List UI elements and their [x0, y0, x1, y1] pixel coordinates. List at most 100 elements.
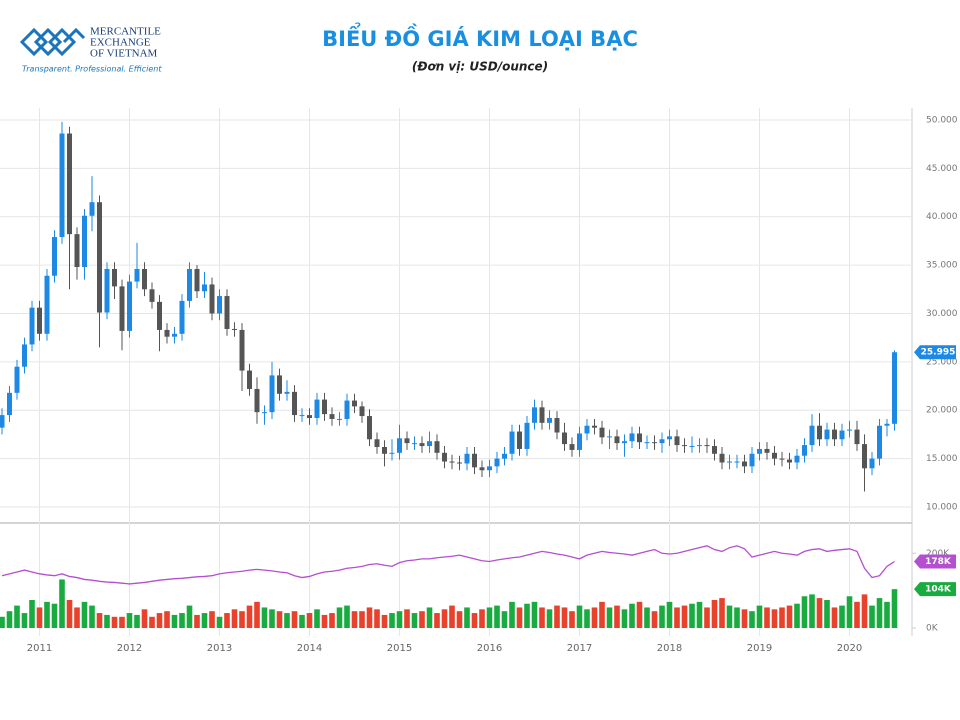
- volume-bar: [591, 607, 598, 628]
- candle-body: [742, 461, 747, 467]
- volume-bar: [156, 613, 163, 628]
- chart-subtitle: (Đơn vị: USD/ounce): [412, 60, 548, 74]
- candle-body: [584, 425, 590, 434]
- volume-bar: [884, 601, 890, 628]
- candle-body: [854, 429, 860, 445]
- volume-bar: [306, 613, 313, 628]
- candle-body: [794, 455, 800, 463]
- candle-body: [727, 461, 732, 463]
- candle-body: [884, 423, 890, 426]
- price-label: 25.995: [921, 348, 956, 358]
- candle-body: [14, 366, 20, 393]
- volume-bar: [209, 611, 215, 628]
- candle-body: [352, 400, 357, 407]
- volume-bar: [374, 609, 380, 628]
- volume-bar: [239, 611, 245, 628]
- candle-body: [487, 466, 492, 471]
- candle-body: [862, 444, 867, 469]
- candle-body: [832, 429, 837, 440]
- volume-bar: [764, 607, 770, 628]
- volume-bar: [576, 605, 583, 628]
- candle-body: [532, 407, 537, 423]
- candle-body: [104, 268, 110, 313]
- volume-bar: [404, 609, 410, 628]
- volume-bar: [321, 614, 328, 628]
- volume-bar: [449, 605, 455, 628]
- volume-bar: [66, 599, 73, 628]
- candle-body: [374, 439, 380, 448]
- volume-bar: [381, 614, 388, 628]
- candle-body: [284, 391, 290, 394]
- volume-bar: [254, 601, 260, 628]
- volume-bar: [524, 603, 530, 628]
- candle-body: [262, 412, 267, 414]
- logo-slogan: Transparent. Professional. Efficient: [22, 65, 162, 74]
- volume-bar: [171, 614, 178, 628]
- candle-body: [164, 329, 170, 337]
- open-interest-badge: [914, 554, 956, 569]
- volume-bar: [531, 601, 538, 628]
- candle-body: [412, 443, 417, 445]
- chart-title: BIỂU ĐỒ GIÁ KIM LOẠI BẠC: [322, 23, 638, 51]
- volume-bar: [344, 605, 350, 628]
- candle-body: [629, 433, 635, 442]
- y-tick-label: 50.000: [926, 115, 958, 125]
- volume-bar: [119, 616, 125, 628]
- volume-bar: [599, 601, 605, 628]
- candle-body: [427, 441, 432, 447]
- y-tick-label: 20.000: [926, 406, 958, 416]
- volume-bar: [621, 609, 628, 628]
- volume-bar: [104, 614, 110, 628]
- volume-bar: [546, 609, 553, 628]
- candle-body: [337, 418, 342, 420]
- volume-bar: [824, 599, 830, 628]
- logo-text: OF VIETNAM: [90, 48, 158, 60]
- candle-body: [644, 442, 650, 444]
- volume-bar: [14, 605, 20, 628]
- candle-body: [314, 399, 320, 418]
- volume-label: 104K: [925, 585, 952, 595]
- candle-body: [239, 329, 245, 371]
- volume-bar: [629, 603, 635, 628]
- candle-body: [434, 441, 440, 453]
- volume-bar: [561, 607, 568, 628]
- y-tick-label: 35.000: [926, 261, 958, 271]
- candle-body: [89, 202, 95, 216]
- candle-body: [809, 425, 815, 446]
- volume-bar: [651, 611, 658, 628]
- volume-bar: [366, 607, 373, 628]
- volume-bar: [876, 598, 883, 628]
- volume-bar: [854, 601, 860, 628]
- volume-bar: [779, 607, 785, 628]
- volume-bar: [419, 611, 425, 628]
- candle-body: [494, 458, 500, 467]
- candle-body: [817, 425, 822, 440]
- candle-body: [592, 425, 597, 428]
- volume-bar: [134, 614, 140, 628]
- x-tick-label: 2013: [207, 643, 232, 654]
- y2-tick-label: 200K: [926, 549, 950, 559]
- volume-bar: [126, 613, 133, 628]
- candle-body: [719, 453, 725, 463]
- volume-bar: [261, 607, 268, 628]
- candle-body: [554, 417, 560, 433]
- volume-bar: [284, 613, 290, 628]
- candle-body: [67, 133, 72, 235]
- volume-bar: [471, 613, 478, 628]
- candle-body: [44, 275, 50, 334]
- volume-bar: [816, 598, 823, 628]
- volume-bar: [81, 601, 88, 628]
- volume-bar: [434, 613, 440, 628]
- candle-body: [157, 301, 162, 330]
- candle-body: [547, 417, 552, 423]
- candle-body: [524, 422, 530, 449]
- volume-bar: [809, 594, 815, 628]
- volume-bar: [186, 605, 193, 628]
- candle-body: [74, 234, 80, 268]
- candle-body: [37, 307, 42, 334]
- candle-body: [674, 436, 680, 446]
- candle-body: [569, 444, 575, 450]
- volume-bar: [696, 601, 703, 628]
- volume-bar: [831, 607, 838, 628]
- volume-bar: [0, 616, 5, 628]
